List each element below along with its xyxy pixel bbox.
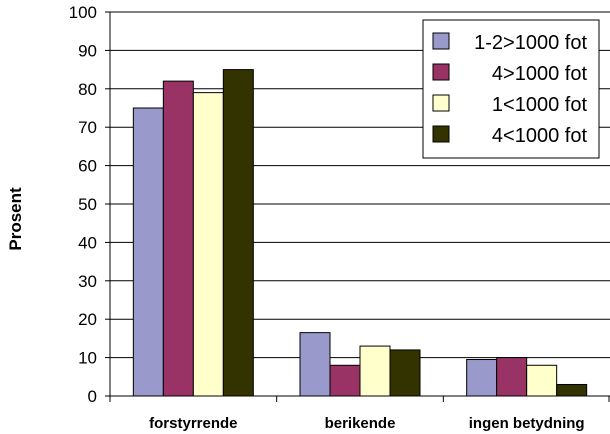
bar-4-3 [556, 383, 588, 397]
bar-2-1 [162, 80, 194, 397]
legend-box [422, 19, 600, 159]
bar-2-2 [329, 364, 361, 397]
bar-4-1 [222, 69, 254, 397]
x-category-label: ingen betydning [469, 415, 585, 432]
bar-2-3 [496, 357, 528, 397]
axis-labels: 0 10 20 30 40 50 60 70 80 90 100 forstyrrende berike… [69, 3, 585, 432]
x-category-label: forstyrrende [149, 415, 237, 432]
y-tick-label: 90 [78, 41, 97, 60]
y-tick-label: 30 [78, 272, 97, 291]
y-tick-label: 60 [78, 157, 97, 176]
y-tick-label: 70 [78, 118, 97, 137]
legend-swatch-1 [432, 32, 450, 50]
bar-3-3 [526, 364, 558, 397]
legend-swatch-4 [432, 125, 450, 143]
bar-4-2 [389, 349, 421, 397]
bar-3-1 [192, 92, 224, 397]
legend-label: 1<1000 fot [492, 94, 588, 116]
bar-3-2 [359, 345, 391, 397]
bar-1-1 [132, 107, 164, 397]
legend-label: 1-2>1000 fot [474, 32, 587, 54]
y-tick-label: 0 [88, 387, 97, 406]
bar-1-3 [466, 359, 498, 397]
y-tick-label: 50 [78, 195, 97, 214]
axes [105, 11, 610, 402]
y-axis-title: Prosent [6, 187, 25, 251]
y-tick-label: 80 [78, 80, 97, 99]
bar-1-2 [299, 332, 331, 397]
y-tick-label: 100 [69, 3, 97, 22]
x-category-label: berikende [325, 415, 396, 432]
legend-swatch-3 [432, 94, 450, 112]
y-tick-label: 10 [78, 349, 97, 368]
legend-swatch-2 [432, 63, 450, 81]
legend: 1-2>1000 fot 4>1000 fot 1<1000 fot 4<1000 f… [422, 19, 600, 159]
legend-label: 4>1000 fot [492, 63, 588, 85]
y-tick-label: 20 [78, 310, 97, 329]
legend-label: 4<1000 fot [492, 125, 588, 147]
y-tick-label: 40 [78, 233, 97, 252]
